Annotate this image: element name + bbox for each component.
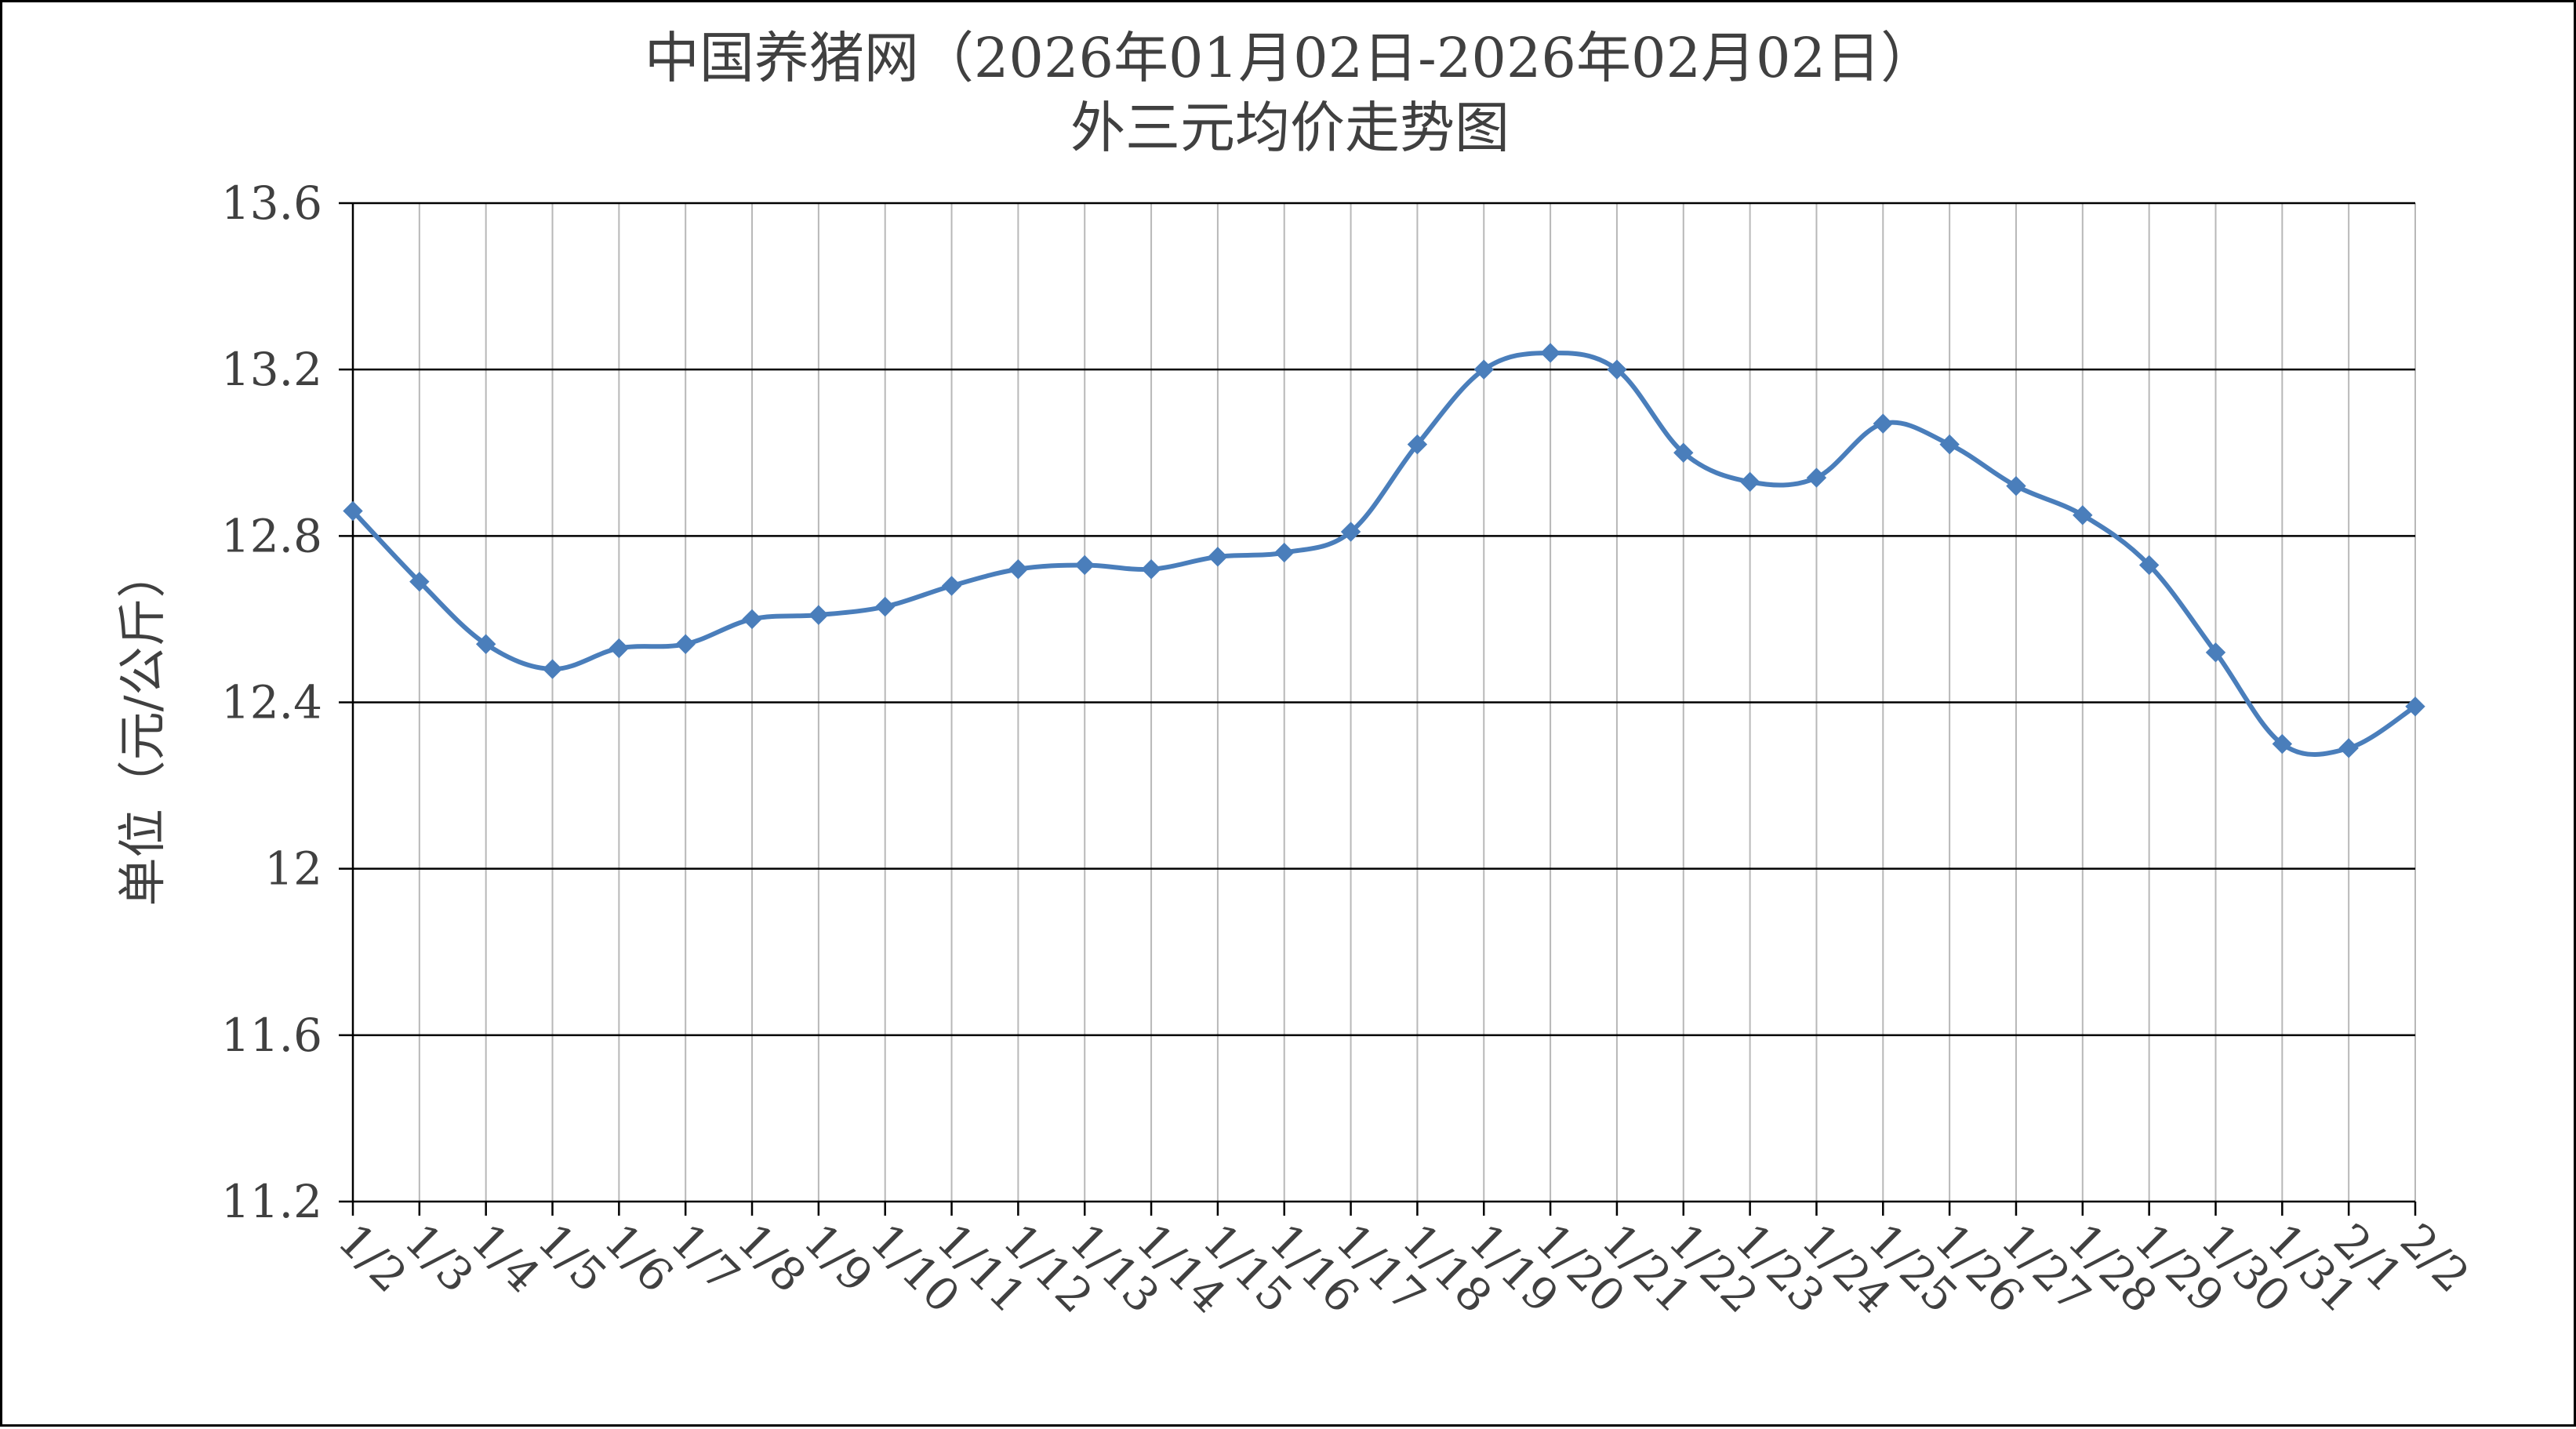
data-point-marker [1673, 442, 1694, 463]
y-tick-label: 11.6 [221, 1009, 322, 1062]
data-point-marker [2205, 642, 2226, 663]
series-layer [343, 343, 2425, 758]
data-point-marker [808, 605, 829, 625]
y-tick-label: 12.8 [221, 509, 322, 562]
grid-layer [339, 202, 2416, 1203]
data-point-marker [1208, 547, 1228, 567]
y-tick-label: 12 [264, 842, 322, 896]
data-point-marker [1607, 359, 1627, 380]
data-point-marker [1739, 471, 1760, 493]
data-point-marker [1540, 343, 1560, 363]
y-axis-label: 单位（元/公斤） [114, 550, 171, 907]
y-tick-label: 13.2 [221, 343, 322, 396]
data-point-marker [609, 638, 630, 659]
data-point-marker [675, 634, 696, 654]
data-point-marker [343, 500, 363, 522]
y-tick-label: 12.4 [221, 676, 322, 729]
data-point-marker [1939, 434, 1960, 455]
chart-title-line1: 中国养猪网（2026年01月02日-2026年02月02日） [645, 26, 1935, 90]
data-point-marker [1274, 542, 1295, 563]
data-point-marker [875, 596, 896, 617]
y-tick-label: 13.6 [221, 176, 322, 230]
data-point-marker [2006, 475, 2026, 496]
data-point-marker [475, 634, 496, 654]
chart-title-line2: 外三元均价走势图 [1070, 96, 1510, 160]
y-tick-label: 11.2 [221, 1175, 322, 1228]
data-point-marker [1806, 467, 1827, 488]
data-point-marker [1074, 555, 1095, 576]
data-point-marker [542, 659, 563, 679]
series-line [351, 350, 2417, 758]
x-tick-label: 2/2 [2390, 1213, 2480, 1303]
data-point-marker [409, 571, 430, 592]
data-point-marker [2405, 696, 2425, 717]
data-point-marker [941, 576, 962, 596]
data-point-marker [2138, 555, 2160, 576]
data-point-marker [1407, 434, 1428, 455]
data-point-marker [1141, 559, 1161, 580]
data-point-marker [1873, 413, 1893, 434]
data-point-marker [1340, 522, 1361, 542]
data-point-marker [2272, 733, 2293, 754]
data-point-marker [742, 609, 762, 630]
data-point-marker [2073, 505, 2093, 525]
data-point-marker [1008, 559, 1029, 580]
data-point-marker [1473, 359, 1494, 380]
data-point-marker [2338, 738, 2359, 758]
